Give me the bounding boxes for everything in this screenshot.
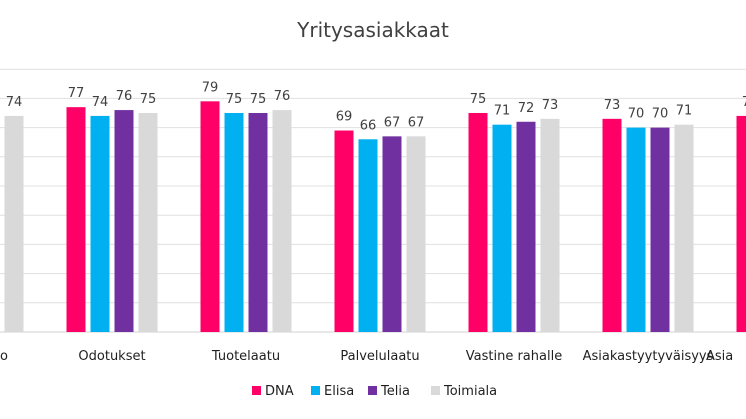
data-label: 70 (628, 107, 645, 122)
data-label: 74 (6, 95, 23, 110)
legend-label: Elisa (324, 384, 354, 399)
legend-swatch-telia (368, 386, 377, 395)
bar-telia (114, 110, 134, 332)
bar-dna (468, 113, 488, 332)
data-label: 76 (274, 89, 291, 104)
data-label: 67 (384, 115, 401, 130)
legend-label: Telia (380, 384, 410, 399)
bar-telia (382, 136, 402, 332)
bar-toimiala (406, 136, 426, 332)
data-label: 73 (604, 98, 621, 113)
data-label: 71 (676, 104, 693, 119)
category-label: Asiakastyytyväisyys (583, 349, 714, 364)
category-label: Tuotelaatu (211, 349, 280, 364)
data-label: 71 (494, 104, 511, 119)
bar-telia (650, 127, 670, 332)
chart-title: Yritysasiakkaat (296, 18, 449, 42)
data-label: 72 (518, 101, 535, 116)
legend-swatch-toimiala (431, 386, 440, 395)
legend: DNA Elisa Telia Toimiala (252, 384, 497, 399)
category-label: Asia (706, 349, 733, 364)
data-label: 75 (226, 92, 243, 107)
bars: 3747774767579757576696667677571727373707… (4, 80, 746, 333)
data-label: 77 (68, 86, 85, 101)
data-label: 76 (116, 89, 133, 104)
category-labels: o Odotukset Tuotelaatu Palvelulaatu Vastine … (0, 349, 733, 364)
legend-swatch-elisa (311, 386, 320, 395)
bar-telia (248, 113, 268, 332)
data-label: 75 (250, 92, 267, 107)
bar-toimiala (540, 118, 560, 332)
bar-toimiala (272, 110, 292, 332)
legend-swatch-dna (252, 386, 261, 395)
data-label: 74 (92, 95, 109, 110)
data-label: 79 (202, 80, 219, 95)
bar-elisa (224, 113, 244, 332)
bar-elisa (492, 124, 512, 333)
bar-elisa (358, 139, 378, 332)
data-label: 7 (742, 95, 746, 110)
bar-elisa (626, 127, 646, 332)
data-label: 70 (652, 107, 669, 122)
legend-label: DNA (265, 384, 294, 399)
data-label: 69 (336, 110, 353, 125)
data-label: 75 (470, 92, 487, 107)
legend-label: Toimiala (443, 384, 497, 399)
data-label: 75 (140, 92, 157, 107)
bar-toimiala (4, 115, 24, 332)
bar-dna (602, 118, 622, 332)
category-label: o (0, 349, 8, 364)
category-label: Odotukset (78, 349, 145, 364)
data-label: 73 (542, 98, 559, 113)
category-label: Palvelulaatu (340, 349, 419, 364)
data-label: 66 (360, 118, 377, 133)
bar-dna (66, 107, 86, 332)
category-label: Vastine rahalle (466, 349, 562, 364)
bar-telia (516, 121, 536, 332)
bar-toimiala (138, 113, 158, 332)
bar-toimiala (674, 124, 694, 333)
bar-dna (334, 130, 354, 332)
data-label: 67 (408, 115, 425, 130)
bar-dna (200, 101, 220, 332)
bar-dna (736, 115, 746, 332)
bar-elisa (90, 115, 110, 332)
